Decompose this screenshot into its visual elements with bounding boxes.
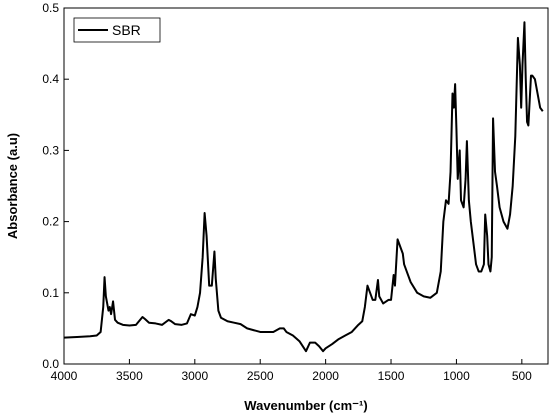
x-tick-label: 2000: [312, 369, 339, 383]
x-tick-label: 2500: [247, 369, 274, 383]
x-tick-label: 3000: [181, 369, 208, 383]
spectrum-line: [63, 21, 544, 353]
y-tick-label: 0.4: [42, 72, 59, 86]
x-tick-label: 1500: [378, 369, 405, 383]
legend-label: SBR: [112, 22, 141, 38]
plot-frame: [63, 7, 549, 365]
y-tick-label: 0.3: [42, 143, 59, 157]
y-tick-label: 0.2: [42, 215, 59, 229]
y-tick-label: 0.0: [42, 357, 59, 371]
y-tick-label: 0.1: [42, 286, 59, 300]
y-axis-label: Absorbance (a.u): [5, 133, 20, 239]
x-tick-label: 3500: [116, 369, 143, 383]
x-axis-label: Wavenumber (cm⁻¹): [244, 398, 367, 413]
y-tick-label: 0.5: [42, 1, 59, 15]
x-tick-label: 4000: [51, 369, 78, 383]
x-tick-label: 1000: [443, 369, 470, 383]
x-tick-label: 500: [512, 369, 532, 383]
